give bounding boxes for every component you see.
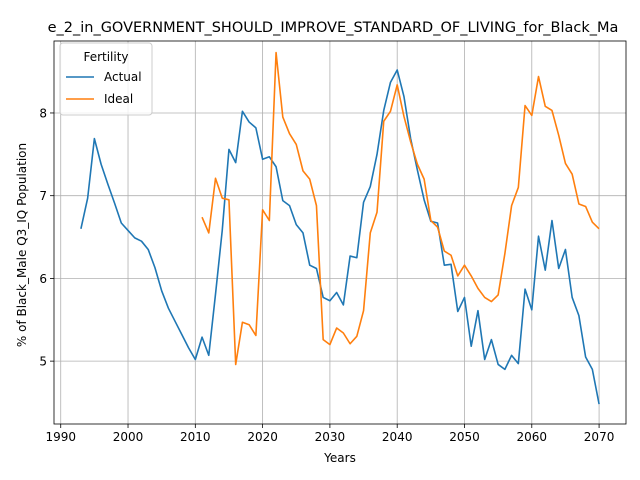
x-tick-label: 2000: [113, 430, 144, 444]
legend-title: Fertility: [83, 50, 128, 64]
x-tick-label: 2070: [584, 430, 615, 444]
x-axis-label: Years: [323, 451, 356, 465]
y-tick-label: 7: [39, 189, 47, 203]
series-line-ideal: [201, 51, 600, 366]
x-tick-label: 2060: [517, 430, 548, 444]
legend: Fertility Actual Ideal: [59, 42, 153, 116]
x-tick-label: 2040: [382, 430, 413, 444]
y-tick-label: 5: [39, 355, 47, 369]
legend-label-ideal: Ideal: [104, 92, 133, 106]
x-tick-label: 2050: [449, 430, 480, 444]
legend-box: [59, 42, 153, 116]
y-axis-ticks: 5 6 7 8: [39, 106, 54, 369]
y-axis-label: % of Black_Male Q3_IQ Population: [15, 143, 29, 347]
plot-frame: [53, 40, 627, 425]
x-tick-label: 2030: [315, 430, 346, 444]
x-axis-ticks: 1990 2000 2010 2020 2030 2040 2050 2060 2070: [45, 424, 614, 444]
grid-lines: [54, 41, 626, 424]
x-tick-label: 2010: [180, 430, 211, 444]
chart-title: e_2_in_GOVERNMENT_SHOULD_IMPROVE_STANDAR…: [48, 20, 619, 36]
legend-label-actual: Actual: [104, 70, 142, 84]
series-lines: [80, 51, 600, 405]
x-tick-label: 1990: [45, 430, 76, 444]
x-tick-label: 2020: [247, 430, 278, 444]
y-tick-label: 6: [39, 272, 47, 286]
series-line-actual: [80, 69, 600, 405]
y-tick-label: 8: [39, 106, 47, 120]
